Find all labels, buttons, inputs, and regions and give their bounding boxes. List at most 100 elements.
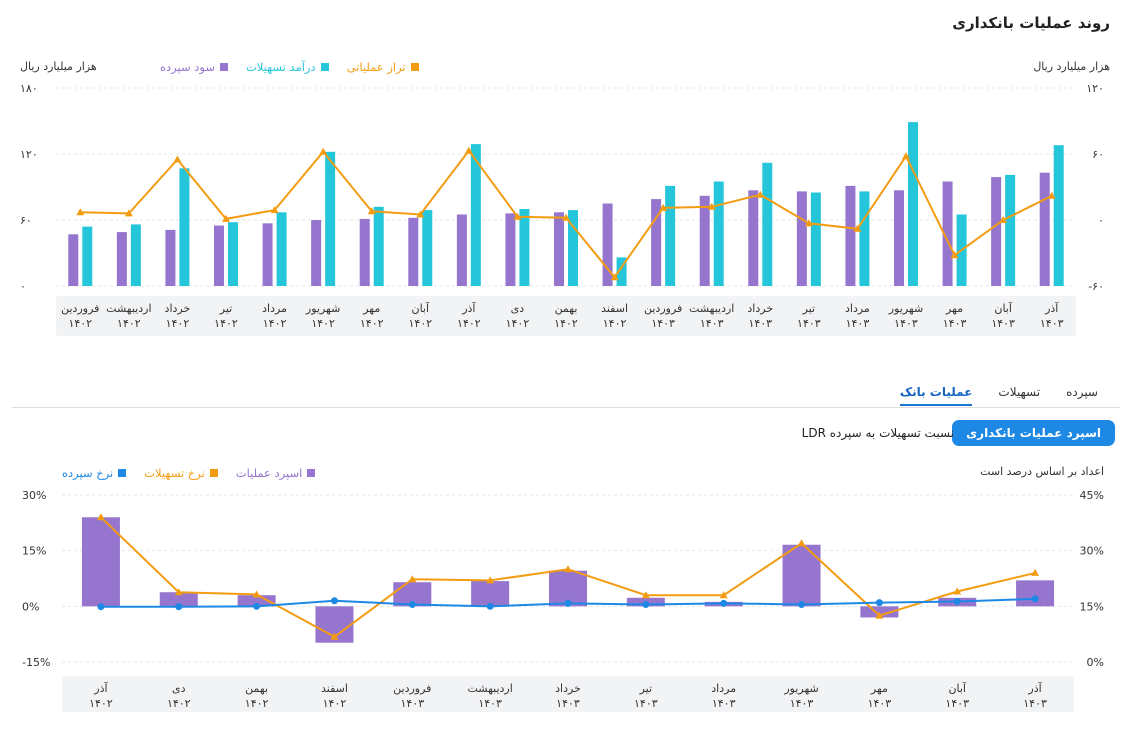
bar (554, 212, 564, 286)
tab-loans[interactable]: تسهیلات (998, 385, 1041, 399)
bar (602, 203, 613, 286)
legend-label: نرخ تسهیلات (144, 466, 205, 480)
line-point (999, 216, 1008, 223)
left-tick-label: 15% (22, 545, 46, 558)
category-label: خرداد (555, 682, 581, 695)
category-year-label: ۱۴۰۳ (700, 317, 724, 330)
category-year-label: ۱۴۰۲ (603, 317, 627, 330)
category-year-label: ۱۴۰۳ (991, 317, 1015, 330)
line-point (1047, 191, 1056, 199)
category-label: آذر (1044, 301, 1059, 315)
line-point (804, 219, 813, 227)
bar (665, 185, 676, 286)
legend-swatch (320, 63, 329, 71)
bar (82, 226, 93, 286)
right-tick-label: -۶۰ (1088, 280, 1104, 293)
bar (762, 162, 773, 286)
category-year-label: ۱۴۰۳ (748, 317, 772, 330)
bar (214, 225, 224, 286)
bar (942, 181, 953, 286)
bar (568, 210, 578, 286)
legend-label: نرخ سپرده (62, 466, 114, 480)
bar (1053, 145, 1064, 286)
left-tick-label: 30% (22, 489, 46, 502)
line-point (1031, 568, 1040, 576)
line-point (564, 599, 572, 607)
category-year-label: ۱۴۰۲ (408, 317, 432, 330)
bar (810, 192, 821, 286)
category-label: مرداد (711, 682, 736, 695)
right-tick-label: ۱۲۰ (1086, 82, 1104, 95)
line-point (513, 212, 522, 220)
right-tick-label: ۶۰ (1092, 148, 1104, 161)
line-point (174, 588, 183, 596)
category-year-label: ۱۴۰۳ (943, 317, 967, 330)
legend-item-loan-income[interactable]: درآمد تسهیلات (246, 60, 329, 74)
line-point (641, 591, 650, 599)
line-point (756, 190, 765, 198)
bar (1016, 580, 1055, 607)
category-label: دی (511, 302, 525, 315)
bar (130, 224, 141, 286)
operations-trend-chart: ۱۸۰ ۱۲۰ ۱۲۰ ۶۰ ۶۰ ۰ ۰ -۶۰ فروردین ۱۴۰۲ اردیبهشت ۱۴۰… (20, 82, 1104, 336)
legend-swatch (219, 63, 228, 71)
category-label: تیر (802, 302, 815, 315)
line-point (707, 202, 716, 210)
category-label: مهر (870, 682, 888, 695)
legend-label: سود سپرده (160, 60, 215, 74)
legend-item-deposit-interest[interactable]: سود سپرده (160, 60, 228, 74)
category-axis-strip (56, 296, 1076, 336)
bar (894, 190, 904, 286)
category-label: اسفند (601, 302, 628, 315)
category-label: تیر (219, 302, 232, 315)
tab-bank-operations[interactable]: عملیات بانک (899, 385, 973, 406)
legend-label: درآمد تسهیلات (245, 60, 316, 74)
category-label: آذر (93, 681, 108, 695)
bar (470, 144, 481, 286)
line-point (486, 602, 494, 610)
section-tabs: سپرده تسهیلات عملیات بانک (899, 385, 1098, 406)
category-year-label: ۱۴۰۳ (556, 697, 580, 710)
category-label: مهر (945, 302, 963, 315)
bar (408, 217, 419, 286)
bottom-unit-note: اعداد بر اساس درصد است (980, 465, 1104, 478)
legend-item-deposit-rate[interactable]: نرخ سپرده (62, 466, 127, 480)
bar (505, 213, 516, 286)
category-year-label: ۱۴۰۳ (651, 317, 675, 330)
line-point (319, 147, 328, 155)
ldr-ratio-tab[interactable]: نسبت تسهیلات به سپرده LDR (801, 426, 954, 440)
left-tick-label: ۱۲۰ (20, 148, 38, 161)
tab-deposit[interactable]: سپرده (1066, 385, 1098, 399)
category-label: دی (172, 682, 186, 695)
line-point (367, 207, 376, 215)
category-year-label: ۱۴۰۲ (506, 317, 530, 330)
category-year-label: ۱۴۰۲ (167, 697, 191, 710)
category-year-label: ۱۴۰۲ (214, 317, 238, 330)
category-year-label: ۱۴۰۳ (712, 697, 736, 710)
bar (179, 168, 190, 286)
legend-item-spread[interactable]: اسپرد عملیات (236, 466, 316, 480)
line-point (1031, 595, 1039, 603)
category-label: آبان (994, 301, 1012, 315)
legend-item-loan-rate[interactable]: نرخ تسهیلات (144, 466, 218, 480)
line-point (642, 600, 650, 608)
legend-item-operating-balance[interactable]: تراز عملیاتی (347, 60, 419, 74)
category-label: مرداد (845, 302, 870, 315)
legend-swatch (410, 63, 419, 71)
bar (456, 214, 467, 286)
line-point (330, 597, 338, 605)
bar (68, 234, 79, 286)
line-point (950, 251, 959, 259)
category-year-label: ۱۴۰۳ (846, 317, 870, 330)
bar (471, 581, 510, 607)
category-label: بهمن (245, 682, 268, 695)
category-label: اسفند (321, 682, 348, 695)
spread-operations-button[interactable]: اسپرد عملیات بانکداری (952, 420, 1115, 446)
category-label: خرداد (165, 302, 191, 315)
bar (991, 177, 1002, 286)
bar (519, 209, 530, 286)
bar (237, 595, 276, 607)
category-label: فروردین (393, 682, 431, 695)
category-label: آبان (948, 681, 966, 695)
